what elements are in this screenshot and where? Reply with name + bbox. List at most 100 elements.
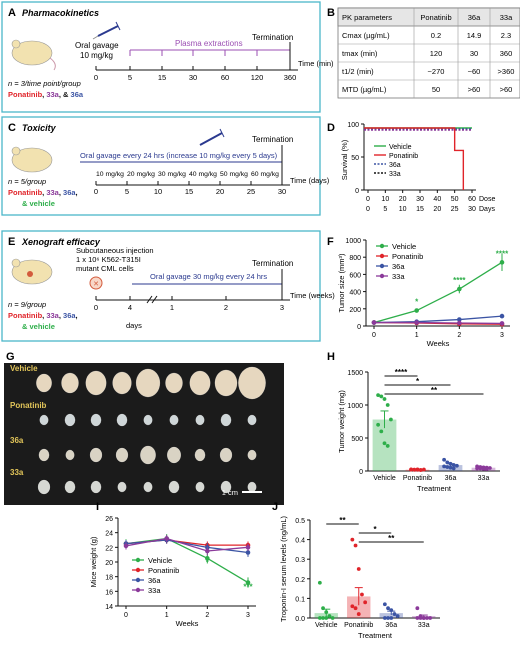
table-cell: ~60 (468, 67, 481, 76)
table-cell: 120 (430, 49, 443, 58)
x-tick-label: Vehicle (373, 475, 396, 482)
data-point (415, 467, 420, 472)
y-axis-label: Tumor weight (mg) (337, 390, 346, 453)
tumor-sample (195, 414, 205, 426)
data-point (350, 604, 355, 609)
panel-i: I 14 16 18 20 22 24 26 0 1 2 3 Weeks Mice weight (g)… (89, 501, 256, 628)
panel-e-injection: Subcutaneous injection (76, 246, 154, 255)
data-point (385, 444, 390, 448)
x-tick-label: Vehicle (315, 622, 338, 629)
data-point (392, 612, 397, 616)
panel-e-ticks: 0 4 1 2 3 (94, 296, 284, 312)
data-point (245, 580, 251, 585)
significance: ** (339, 516, 346, 525)
y-tick-label: 400 (349, 290, 361, 297)
y-tick-label: 1000 (347, 403, 363, 410)
panel-c-border (1, 116, 321, 216)
table-cell: Cmax (µg/mL) (342, 31, 390, 40)
tick-label: 10 (154, 187, 162, 196)
panel-e-n: n = 9/group (8, 300, 46, 309)
panel-c-letter: C (8, 122, 16, 134)
x-tick-label: 1 (415, 332, 419, 339)
data-point (350, 537, 355, 542)
troponin-chart: 0.0 0.1 0.2 0.3 0.4 0.5 Troponin-I serum level… (279, 515, 440, 640)
legend-marker (135, 567, 141, 573)
data-point (376, 422, 380, 427)
y-tick-label: 26 (105, 516, 113, 523)
table-cell: 2.3 (501, 31, 511, 40)
panel-h-letter: H (327, 351, 335, 363)
series-line (374, 321, 503, 325)
data-point (442, 457, 446, 462)
tick-label: 0 (94, 73, 98, 82)
dose-label: 50 mg/kg (220, 171, 248, 178)
y-tick-label: 100 (347, 122, 359, 129)
tumor-sample (189, 370, 211, 396)
data-point (164, 536, 169, 541)
data-point (245, 550, 251, 555)
tick-label: 30 (278, 187, 286, 196)
mouse-icon (11, 39, 56, 71)
group-name: , (59, 188, 63, 197)
dose-label: 30 mg/kg (158, 171, 186, 178)
data-point (475, 466, 479, 471)
legend-label: Ponatinib (389, 153, 418, 160)
y-tick-label: 0 (355, 188, 359, 195)
panel-a-dose: 10 mg/kg (80, 51, 113, 60)
axis-break (146, 295, 153, 304)
legend-marker (135, 577, 141, 583)
legend-label: Vehicle (392, 242, 416, 251)
tumor-sample (90, 480, 102, 494)
table-cell: >360 (498, 67, 515, 76)
legend-label: 36a (389, 162, 401, 169)
day-tick-label: 0 (366, 206, 370, 213)
significance: * (415, 298, 419, 307)
data-point (330, 616, 335, 620)
tumor-sample (39, 414, 49, 426)
legend-label: 33a (392, 272, 405, 281)
x-tick-label: 0 (124, 612, 128, 619)
tick-label: 0 (94, 303, 98, 312)
panel-d-ylabel: Survival (%) (340, 139, 349, 180)
data-point (428, 616, 433, 620)
data-point (422, 467, 426, 472)
data-point (317, 616, 322, 620)
group-name: , (59, 311, 63, 320)
data-point (363, 600, 368, 605)
significance: ** (388, 534, 395, 543)
table-header: 33a (500, 13, 513, 22)
data-point (451, 466, 456, 471)
significance: * (416, 377, 420, 386)
panel-c-ticks: 0 5 10 15 20 25 30 (94, 181, 286, 196)
tick-label: 4 (128, 303, 132, 312)
bar (372, 419, 397, 471)
panel-j-letter: J (272, 501, 278, 513)
tumor-sample (85, 370, 107, 396)
data-point (324, 616, 329, 620)
tumor-sample (169, 414, 179, 426)
x-axis-label: Treatment (417, 484, 452, 493)
significance: *** (243, 583, 253, 592)
y-tick-label: 0.3 (295, 557, 305, 564)
panel-e-axis-label: Time (weeks) (290, 291, 335, 300)
data-point (484, 467, 489, 471)
tumor-sample (89, 447, 103, 463)
group-name: , (42, 188, 46, 197)
panel-a: A Pharmacokinetics Oral gavage 10 mg/kg … (1, 1, 334, 113)
day-tick-label: 5 (383, 206, 387, 213)
dose-label: 20 mg/kg (127, 171, 155, 178)
y-tick-label: 18 (105, 575, 113, 582)
y-tick-label: 600 (349, 272, 361, 279)
syringe-icon (92, 21, 121, 40)
y-tick-label: 0.2 (295, 577, 305, 584)
data-point (451, 463, 456, 467)
tumor-sample (219, 447, 233, 463)
significance: **** (496, 249, 509, 258)
tumor-sample (64, 480, 76, 494)
panel-a-border (1, 1, 321, 113)
data-point (425, 616, 429, 620)
scale-label: 1 cm (222, 488, 238, 497)
panel-g-letter: G (6, 351, 15, 363)
data-point (353, 543, 358, 548)
